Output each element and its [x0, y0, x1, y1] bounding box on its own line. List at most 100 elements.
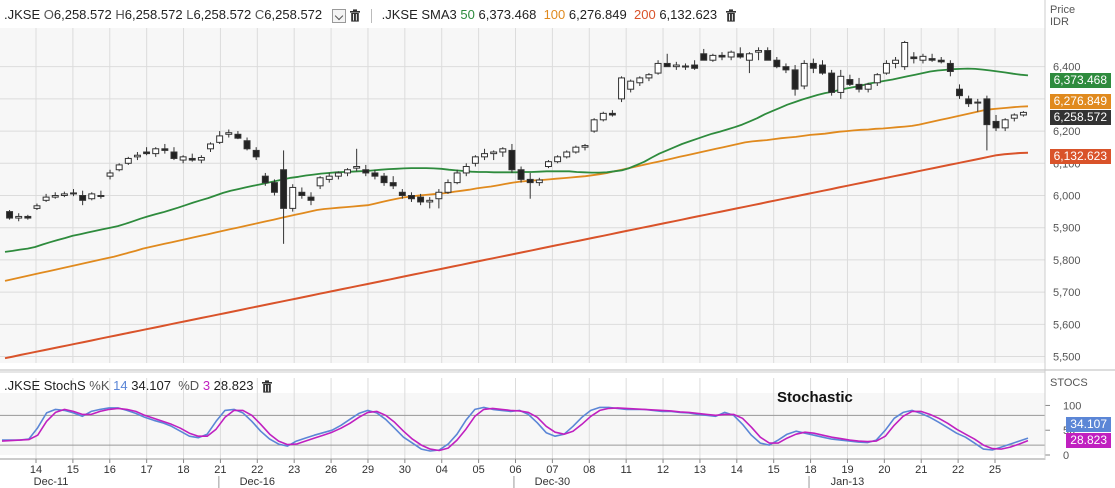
x-tick-label: 11 [620, 464, 631, 476]
candle-body [928, 58, 936, 61]
stoch-symbol-label: .JKSE StochS [4, 378, 86, 393]
x-tick-label: 21 [915, 464, 927, 476]
candle-body [1019, 111, 1027, 116]
candle-body [252, 149, 260, 158]
stochastic-annotation: Stochastic [777, 389, 853, 406]
candle-body [608, 112, 616, 116]
candle-body [307, 196, 315, 201]
candle-body [773, 59, 781, 68]
x-tick-label: 14 [731, 464, 743, 476]
stoch-panel-label: STOCS [1050, 377, 1088, 389]
candle-body [51, 195, 59, 198]
low-value: 6,258.572 [193, 7, 252, 22]
candle-body [88, 193, 96, 200]
candle-body [992, 120, 1000, 129]
candle-body [143, 151, 151, 155]
k-period: 14 [113, 378, 128, 393]
candle-body [60, 193, 68, 196]
stoch-legend: .JKSE StochS %K 14 34.107 %D 3 28.823 [4, 378, 273, 393]
candle-body [508, 149, 516, 171]
price-tick-label: 5,900 [1053, 223, 1081, 235]
x-tick-label: 25 [989, 464, 1001, 476]
high-label: H [115, 7, 125, 22]
x-month-label: Dec-30 [535, 476, 570, 488]
stochastic-series [1, 406, 1029, 452]
candle-body [809, 62, 817, 69]
x-tick-label: 18 [804, 464, 816, 476]
candle-body [344, 169, 351, 174]
sma50-value: 6,373.468 [478, 7, 537, 22]
candle-body [426, 199, 434, 203]
candle-body [910, 56, 918, 60]
candle-body [15, 215, 23, 219]
candle-body [371, 172, 379, 177]
stoch-panel-background [0, 393, 1045, 455]
price-tick-label: 6,200 [1053, 126, 1081, 138]
x-tick-label: 14 [30, 464, 42, 476]
stoch-d-path [1, 407, 1029, 452]
candle-body [563, 151, 571, 158]
candle-body [736, 53, 744, 58]
trash-icon[interactable] [349, 9, 361, 22]
candle-body [353, 166, 361, 169]
candle-body [599, 112, 607, 121]
sma200-period: 200 [633, 7, 656, 22]
candle-body [882, 62, 890, 74]
close-value: 6,258.572 [264, 7, 323, 22]
candle-body [946, 62, 954, 72]
candle-body [490, 151, 498, 155]
candle-body [389, 182, 397, 187]
candle-body [152, 148, 160, 155]
candle-body [33, 205, 41, 209]
candle-body [97, 195, 105, 197]
candle-body [207, 143, 214, 150]
candle-body [718, 54, 726, 58]
candle-body [499, 148, 507, 153]
candle-body [270, 182, 278, 193]
candle-body [873, 74, 881, 84]
candle-body [261, 175, 269, 184]
candle-body [682, 65, 689, 68]
candle-body [70, 192, 77, 195]
candle-body [106, 172, 114, 177]
candle-body [462, 166, 470, 174]
x-tick-label: 12 [657, 464, 669, 476]
close-label: C [254, 7, 265, 22]
candle-body [216, 135, 224, 143]
stoch-k-tag: 34.107 [1066, 417, 1111, 432]
candle-body [115, 164, 123, 171]
x-tick-label: 18 [177, 464, 189, 476]
candle-body [133, 154, 141, 158]
price-tick-label: 5,600 [1053, 319, 1081, 331]
chevron-down-icon[interactable] [331, 8, 346, 23]
sma50-price-tag: 6,373.468 [1049, 73, 1111, 88]
candle-body [709, 54, 717, 61]
candle-body [819, 64, 826, 74]
price-tick-label: 5,800 [1053, 255, 1081, 267]
candle-body [243, 140, 251, 150]
candle-body [517, 169, 525, 180]
candle-body [444, 182, 452, 193]
k-value: 34.107 [131, 378, 171, 393]
candle-body [919, 55, 927, 61]
candle-body [453, 172, 461, 184]
candle-body [1001, 119, 1009, 129]
x-axis: 14 15 16 17 18 21 22 23 26 29 30 04 05 06 07 08 11 12 13 14… [0, 458, 1045, 488]
candle-body [864, 83, 872, 90]
candle-body [654, 62, 662, 74]
candle-body [316, 177, 324, 187]
legend-separator [371, 8, 373, 23]
x-month-label: Dec-11 [34, 476, 69, 488]
candle-body [334, 172, 342, 177]
price-tick-label: 5,500 [1053, 352, 1081, 364]
x-tick-label: 07 [546, 464, 558, 476]
x-tick-label: 23 [288, 464, 300, 476]
x-tick-label: 26 [325, 464, 337, 476]
sma200-value: 6,132.623 [659, 7, 718, 22]
trash-icon[interactable] [261, 380, 273, 393]
trash-icon[interactable] [725, 9, 737, 22]
candle-body [727, 51, 735, 58]
candlestick-series [6, 40, 1027, 244]
candle-body [298, 191, 306, 196]
